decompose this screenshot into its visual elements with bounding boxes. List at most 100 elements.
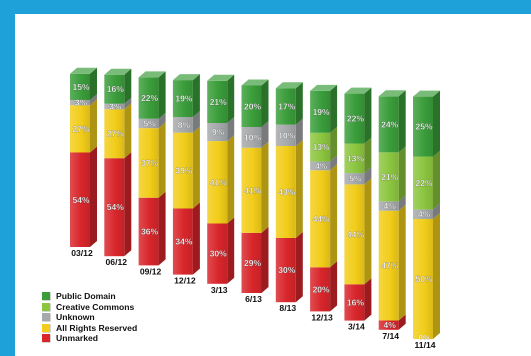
data-label-all-rights-reserved-12-13: 44% (313, 214, 330, 224)
segment-side-unknown-11-14 (433, 203, 440, 219)
segment-side-all-rights-reserved-3-14 (364, 178, 372, 285)
segment-all-rights-reserved-8-13 (275, 145, 296, 238)
data-label-unmarked-3-13: 30% (210, 249, 227, 259)
category-label-06-12: 06/12 (106, 257, 128, 267)
bar-top-12-13 (310, 84, 338, 91)
category-label-12-13: 12/13 (311, 312, 333, 322)
segment-side-unknown-06-12 (124, 97, 132, 110)
data-label-unmarked-12-12: 34% (175, 237, 192, 247)
bar-top-12-12 (172, 74, 200, 81)
segment-unknown-3-13 (207, 123, 228, 142)
segment-side-unknown-12-12 (192, 111, 200, 133)
category-label-11-14: 11/14 (414, 340, 435, 350)
segment-public-domain-09-12 (138, 77, 159, 119)
segment-side-unmarked-06-12 (124, 152, 132, 257)
legend-item-creative-commons: Creative Commons (42, 302, 137, 313)
data-label-unknown-12-13: 4% (315, 161, 328, 171)
segment-side-public-domain-12-12 (192, 74, 200, 118)
data-label-public-domain-8-13: 17% (278, 101, 295, 111)
category-label-3-13: 3/13 (211, 285, 228, 295)
segment-side-public-domain-03-12 (90, 67, 97, 100)
segment-creative-commons-12-13 (310, 132, 331, 162)
segment-unmarked-12-12 (172, 208, 193, 275)
segment-side-public-domain-06-12 (124, 68, 132, 104)
bar-top-09-12 (138, 71, 166, 78)
segment-side-unmarked-6-13 (261, 226, 269, 293)
data-label-public-domain-12-13: 19% (313, 107, 330, 117)
data-label-creative-commons-7-14: 21% (381, 172, 398, 182)
data-label-unknown-09-12: 5% (143, 118, 156, 128)
segment-creative-commons-3-14 (344, 143, 365, 174)
category-label-3-14: 3/14 (348, 322, 365, 332)
bar-09-12: 36% 37% 5% 22% (138, 71, 166, 266)
data-label-all-rights-reserved-8-13: 43% (278, 187, 295, 197)
segment-all-rights-reserved-06-12 (104, 109, 125, 159)
segment-unmarked-6-13 (241, 232, 262, 293)
legend-swatch-unmarked (42, 334, 50, 343)
data-label-unmarked-3-14: 16% (347, 297, 364, 307)
legend: Public Domain Creative Commons Unknown All … (42, 291, 137, 344)
data-label-public-domain-6-13: 20% (244, 101, 261, 111)
segment-side-creative-commons-3-14 (364, 137, 372, 174)
category-label-09-12: 09/12 (140, 266, 162, 276)
bar-3-14: 16% 44% 5% 13% 22% (344, 87, 372, 321)
data-label-unmarked-09-12: 36% (141, 227, 158, 237)
segment-unknown-8-13 (275, 124, 296, 146)
legend-swatch-public-domain (42, 292, 50, 301)
segment-side-public-domain-7-14 (398, 90, 406, 153)
segment-side-creative-commons-7-14 (398, 146, 406, 202)
segment-unknown-09-12 (138, 118, 159, 129)
segment-side-unmarked-12-13 (330, 261, 338, 312)
data-label-unknown-12-12: 8% (178, 120, 191, 130)
bar-top-8-13 (275, 82, 303, 89)
segment-all-rights-reserved-3-13 (207, 141, 228, 224)
data-label-all-rights-reserved-7-14: 47% (381, 261, 398, 271)
segment-creative-commons-7-14 (378, 152, 399, 202)
segment-unmarked-09-12 (138, 197, 159, 266)
segment-side-all-rights-reserved-3-13 (227, 135, 235, 224)
legend-label-creative-commons: Creative Commons (56, 301, 135, 312)
segment-public-domain-8-13 (275, 88, 296, 125)
segment-side-public-domain-12-13 (330, 84, 338, 133)
segment-side-unknown-09-12 (158, 112, 166, 129)
segment-side-public-domain-6-13 (261, 79, 269, 127)
segment-unknown-3-14 (344, 173, 365, 185)
data-label-unmarked-03-12: 54% (72, 195, 89, 205)
segment-side-public-domain-09-12 (158, 71, 166, 119)
segment-all-rights-reserved-3-14 (344, 184, 365, 285)
bar-12-12: 34% 39% 8% 19% (172, 74, 200, 275)
segment-side-unknown-03-12 (90, 94, 97, 106)
data-label-public-domain-09-12: 22% (141, 93, 158, 103)
data-label-unknown-6-13: 10% (244, 132, 261, 142)
data-label-unknown-3-13: 9% (212, 127, 225, 137)
segment-side-all-rights-reserved-12-13 (330, 164, 338, 268)
segment-side-all-rights-reserved-7-14 (398, 204, 406, 321)
legend-label-all-rights-reserved: All Rights Reserved (56, 322, 138, 333)
segment-side-public-domain-3-14 (364, 87, 372, 144)
category-label-6-13: 6/13 (245, 294, 262, 304)
data-label-unknown-06-12: 3% (109, 101, 122, 111)
category-label-03-12: 03/12 (71, 248, 93, 258)
segment-side-public-domain-3-13 (227, 74, 235, 123)
segment-side-creative-commons-12-13 (330, 126, 338, 162)
bar-03-12: 54% 27% 3% 15% (70, 67, 97, 247)
segment-side-unmarked-03-12 (90, 146, 97, 247)
category-label-12-12: 12/12 (174, 276, 196, 286)
segment-unmarked-03-12 (70, 152, 90, 247)
segment-side-unmarked-3-13 (227, 217, 235, 284)
segment-side-unmarked-3-14 (364, 278, 372, 321)
data-label-all-rights-reserved-03-12: 27% (72, 124, 89, 134)
segment-side-unmarked-7-14 (398, 314, 406, 330)
bar-top-7-14 (378, 90, 406, 97)
data-label-all-rights-reserved-3-14: 44% (347, 229, 364, 239)
segment-side-unknown-12-13 (330, 155, 338, 171)
segment-side-all-rights-reserved-09-12 (158, 122, 166, 198)
segment-public-domain-3-13 (207, 80, 228, 123)
segment-side-creative-commons-11-14 (433, 150, 440, 210)
bar-6-13: 29% 41% 10% 20% (241, 79, 269, 293)
data-label-public-domain-03-12: 15% (72, 82, 89, 92)
category-label-8-13: 8/13 (279, 303, 296, 313)
legend-item-unknown: Unknown (42, 312, 137, 323)
data-label-all-rights-reserved-09-12: 37% (141, 158, 158, 168)
segment-side-unknown-8-13 (295, 118, 303, 146)
